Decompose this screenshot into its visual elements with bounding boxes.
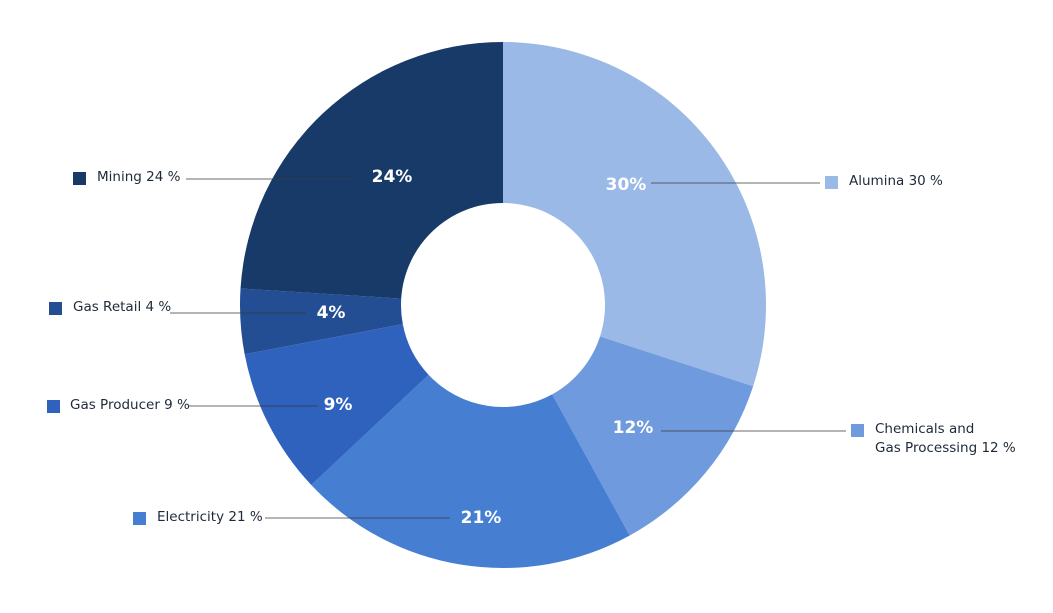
donut-slice (240, 288, 403, 355)
donut-slice (244, 324, 429, 486)
value-label: 4% (317, 303, 346, 323)
value-label: 12% (613, 418, 654, 438)
donut-slice (311, 374, 630, 568)
legend-label: Chemicals and Gas Processing 12 % (875, 421, 1016, 456)
value-label: 9% (324, 395, 353, 415)
legend-swatch (73, 172, 86, 185)
legend-label: Alumina 30 % (849, 173, 943, 189)
value-label: 30% (606, 175, 647, 195)
legend-label: Gas Producer 9 % (70, 397, 190, 413)
legend-swatch (133, 512, 146, 525)
legend-swatch (47, 400, 60, 413)
legend-swatch (825, 176, 838, 189)
donut-slice (552, 336, 754, 536)
value-label: 24% (372, 167, 413, 187)
legend-label: Mining 24 % (97, 169, 181, 185)
legend-label: Gas Retail 4 % (73, 299, 172, 315)
legend-label: Electricity 21 % (157, 509, 263, 525)
legend-swatch (49, 302, 62, 315)
legend-swatch (851, 424, 864, 437)
donut-slice (240, 42, 503, 299)
donut-slice (503, 42, 766, 387)
value-label: 21% (461, 508, 502, 528)
